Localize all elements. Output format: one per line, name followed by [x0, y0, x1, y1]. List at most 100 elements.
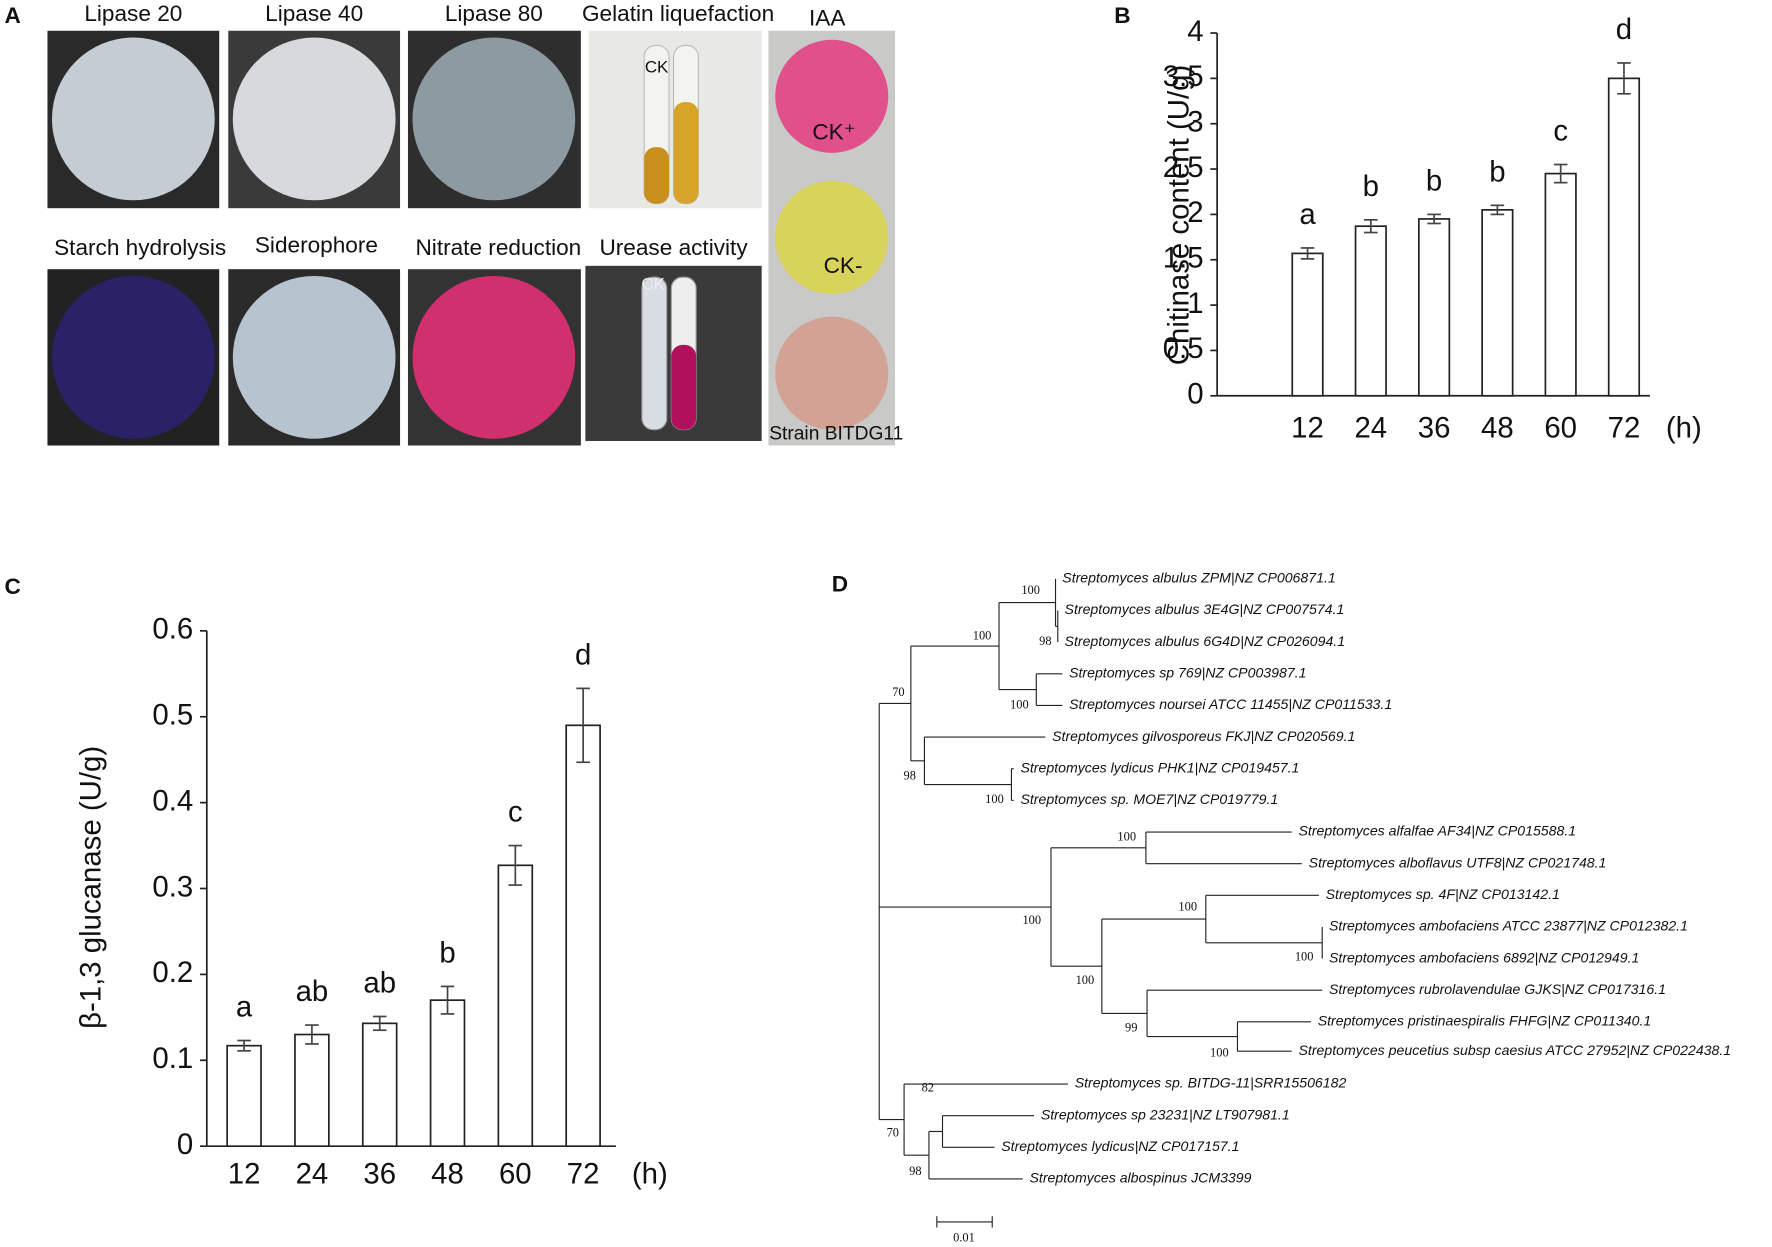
y-axis-label: Chitinase content (U/g): [1163, 65, 1196, 365]
leaf-label: Streptomyces sp 769|NZ CP003987.1: [1069, 665, 1306, 681]
y-tick-label: 1.5: [1163, 242, 1204, 275]
bar: [1544, 172, 1577, 397]
photo-title: Gelatin liquefaction: [582, 1, 774, 26]
bootstrap: 82: [922, 1080, 934, 1094]
leaf-label: Streptomyces sp 23231|NZ LT907981.1: [1041, 1106, 1290, 1122]
leaf-label: Streptomyces pristinaespiralis FHFG|NZ C…: [1318, 1013, 1652, 1029]
tube: [641, 276, 668, 431]
y-tick-label: 0.5: [152, 698, 193, 731]
plate: [51, 37, 215, 201]
bootstrap: 100: [1076, 973, 1095, 987]
bootstrap: 70: [892, 685, 904, 699]
bar: [226, 1044, 262, 1148]
x-tick-label: 48: [1481, 411, 1514, 444]
photo-title: Lipase 80: [445, 1, 543, 26]
photo-title: Urease activity: [599, 235, 748, 260]
bar: [565, 724, 601, 1148]
bootstrap: 98: [1039, 634, 1051, 648]
bar: [1354, 225, 1387, 397]
leaf-label: Streptomyces peucetius subsp caesius ATC…: [1298, 1042, 1731, 1058]
bar: [497, 864, 534, 1148]
leaf-label: Streptomyces alboflavus UTF8|NZ CP021748…: [1309, 854, 1607, 870]
x-tick-label: 72: [567, 1157, 600, 1190]
x-tick-label: 36: [363, 1157, 396, 1190]
significance-letter: ab: [296, 975, 329, 1008]
significance-letter: c: [1553, 115, 1568, 148]
well: [775, 181, 889, 295]
leaf-label: Streptomyces sp. 4F|NZ CP013142.1: [1326, 886, 1560, 902]
photo-title: Starch hydrolysis: [54, 235, 226, 260]
photo-title: Lipase 40: [265, 1, 363, 26]
significance-letter: b: [439, 937, 455, 970]
significance-letter: b: [1489, 155, 1505, 188]
y-tick-label: 0: [1187, 378, 1203, 411]
bar: [1291, 252, 1324, 397]
x-tick-label: 12: [1291, 411, 1324, 444]
photo-title: IAA: [809, 5, 846, 30]
leaf-label: Streptomyces sp. BITDG-11|SRR15506182: [1075, 1075, 1347, 1091]
photo-title: Nitrate reduction: [415, 235, 581, 260]
significance-letter: b: [1363, 170, 1379, 203]
leaf-label: Streptomyces ambofaciens ATCC 23877|NZ C…: [1329, 918, 1688, 934]
plate: [232, 275, 396, 439]
tube-liquid: [673, 101, 699, 204]
leaf-label: Streptomyces noursei ATCC 11455|NZ CP011…: [1069, 696, 1392, 712]
x-tick-label: 24: [1354, 411, 1387, 444]
plate: [412, 37, 576, 201]
significance-letter: ab: [363, 967, 396, 1000]
leaf-label: Streptomyces albulus 6G4D|NZ CP026094.1: [1065, 633, 1346, 649]
leaf-label: Streptomyces gilvosporeus FKJ|NZ CP02056…: [1052, 728, 1355, 744]
bootstrap: 70: [887, 1126, 899, 1140]
leaf-label: Streptomyces ambofaciens 6892|NZ CP01294…: [1329, 949, 1639, 965]
y-tick-label: 1: [1187, 287, 1203, 320]
x-axis-label: (h): [632, 1157, 668, 1190]
significance-letter: b: [1426, 165, 1442, 198]
tube-liquid: [671, 344, 697, 430]
plate: [51, 275, 215, 439]
leaf-label: Streptomyces lydicus PHK1|NZ CP019457.1: [1020, 759, 1299, 775]
bootstrap: 100: [985, 792, 1004, 806]
bootstrap: 100: [1010, 697, 1029, 711]
x-tick-label: 24: [296, 1157, 329, 1190]
leaf-label: Streptomyces lydicus|NZ CP017157.1: [1001, 1138, 1239, 1154]
y-tick-label: 0.3: [152, 870, 193, 903]
panel-labels: A B C D CK CK CK⁺ CK- Strain BITDG11: [5, 3, 1131, 599]
bootstrap: 100: [1178, 900, 1197, 914]
tube-liquid: [644, 147, 670, 204]
leaf-label: Streptomyces sp. MOE7|NZ CP019779.1: [1020, 791, 1278, 807]
panel-label: B: [1114, 3, 1130, 28]
x-tick-label: 72: [1608, 411, 1641, 444]
y-tick-label: 4: [1187, 15, 1203, 48]
x-tick-label: 60: [499, 1157, 532, 1190]
photo-title: Siderophore: [255, 233, 378, 258]
well: [775, 39, 889, 153]
photo-note: CK-: [824, 253, 863, 278]
panel-label: C: [5, 574, 21, 599]
bar: [1417, 218, 1451, 397]
bootstrap: 98: [909, 1164, 921, 1178]
photos: [47, 30, 896, 446]
y-tick-label: 3.5: [1163, 60, 1204, 93]
leaf-label: Streptomyces rubrolavendulae GJKS|NZ CP0…: [1329, 981, 1666, 997]
significance-letter: d: [575, 639, 591, 672]
y-tick-label: 0.6: [152, 613, 193, 646]
y-tick-label: 2: [1187, 196, 1203, 229]
significance-letter: c: [508, 796, 523, 829]
x-tick-label: 48: [431, 1157, 464, 1190]
bootstrap: 100: [1210, 1045, 1229, 1059]
bootstrap: 100: [1295, 949, 1314, 963]
bootstrap: 100: [1021, 583, 1040, 597]
bar: [1481, 209, 1514, 397]
y-tick-label: 3: [1187, 105, 1203, 138]
bar: [294, 1033, 330, 1148]
plate: [232, 37, 396, 201]
leaf-label: Streptomyces albulus ZPM|NZ CP006871.1: [1062, 570, 1335, 586]
bootstrap: 100: [1117, 830, 1136, 844]
x-tick-label: 60: [1544, 411, 1577, 444]
panel-label: A: [5, 3, 21, 28]
photo-note: CK: [645, 58, 669, 77]
y-axis-label: β-1,3 glucanase (U/g): [74, 746, 107, 1029]
y-tick-label: 0.1: [152, 1042, 193, 1075]
y-tick-label: 0.2: [152, 956, 193, 989]
